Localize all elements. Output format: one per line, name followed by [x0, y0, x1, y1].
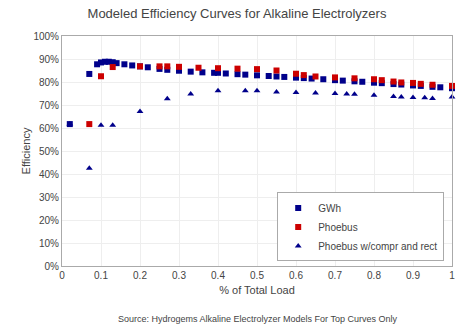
svg-text:50%: 50% — [39, 146, 59, 157]
svg-text:10%: 10% — [39, 238, 59, 249]
svg-text:70%: 70% — [39, 100, 59, 111]
svg-text:0: 0 — [59, 270, 65, 281]
svg-text:20%: 20% — [39, 215, 59, 226]
svg-text:Phoebus w/compr and rect: Phoebus w/compr and rect — [318, 241, 437, 252]
svg-text:Efficiency: Efficiency — [20, 127, 32, 174]
svg-text:0.7: 0.7 — [328, 270, 342, 281]
svg-text:40%: 40% — [39, 169, 59, 180]
svg-text:1: 1 — [449, 270, 455, 281]
svg-text:0.5: 0.5 — [250, 270, 264, 281]
svg-text:Phoebus: Phoebus — [318, 222, 357, 233]
svg-text:60%: 60% — [39, 123, 59, 134]
svg-text:% of Total Load: % of Total Load — [219, 284, 295, 296]
svg-text:0.9: 0.9 — [406, 270, 420, 281]
svg-text:GWh: GWh — [318, 203, 341, 214]
svg-text:0%: 0% — [45, 261, 60, 272]
svg-text:0.6: 0.6 — [289, 270, 303, 281]
svg-text:Source: Hydrogems Alkaline Ele: Source: Hydrogems Alkaline Electrolyzer … — [118, 314, 397, 324]
svg-text:0.1: 0.1 — [94, 270, 108, 281]
svg-text:90%: 90% — [39, 54, 59, 65]
svg-text:0.4: 0.4 — [211, 270, 225, 281]
svg-text:0.3: 0.3 — [172, 270, 186, 281]
svg-text:Modeled Efficiency Curves for: Modeled Efficiency Curves for Alkaline E… — [88, 6, 387, 21]
svg-text:80%: 80% — [39, 77, 59, 88]
svg-text:30%: 30% — [39, 192, 59, 203]
svg-text:0.2: 0.2 — [133, 270, 147, 281]
svg-text:100%: 100% — [33, 31, 59, 42]
svg-text:0.8: 0.8 — [367, 270, 381, 281]
